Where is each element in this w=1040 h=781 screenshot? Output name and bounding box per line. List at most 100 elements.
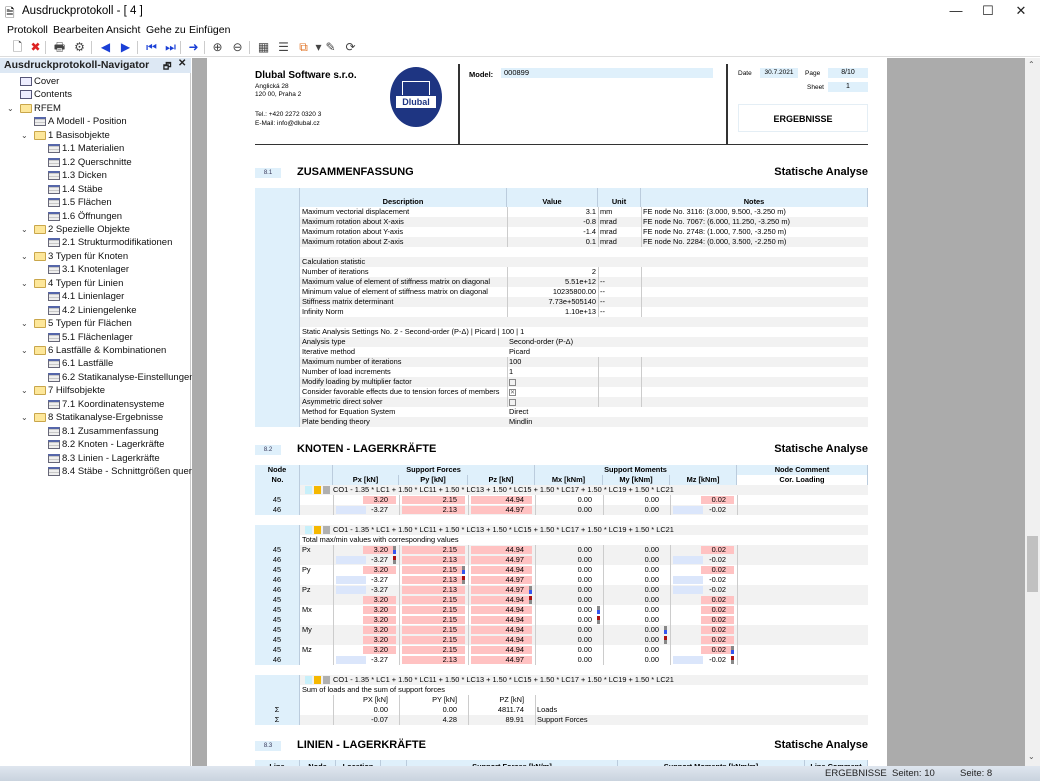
checkbox-unchecked[interactable]: [509, 378, 516, 386]
nav-item-rfem[interactable]: ⌄ RFEM: [0, 102, 190, 115]
new-page-icon[interactable]: 🗋: [12, 40, 23, 54]
nav-item-1-5-fl-chen[interactable]: 1.5 Flächen: [0, 196, 190, 209]
nav-item-1-1-materialien[interactable]: 1.1 Materialien: [0, 142, 190, 155]
refresh-icon[interactable]: ⟳: [345, 40, 356, 54]
nav-item-label: A Modell - Position: [48, 116, 127, 128]
divider: [535, 595, 536, 605]
nav-item-1-basisobjekte[interactable]: ⌄ 1 Basisobjekte: [0, 129, 190, 142]
nav-item-6-1-lastf-lle[interactable]: 6.1 Lastfälle: [0, 357, 190, 370]
divider: [399, 715, 400, 725]
chevron-down-icon[interactable]: ⌄: [21, 386, 28, 396]
chevron-down-icon[interactable]: ⌄: [21, 346, 28, 355]
row-header-cell: [255, 327, 300, 337]
nav-item-1-4-st-be[interactable]: 1.4 Stäbe: [0, 183, 190, 196]
nav-item-8-1-zusammenfassung[interactable]: 8.1 Zusammenfassung: [0, 425, 190, 438]
last-page-icon[interactable]: ⏭: [165, 40, 176, 54]
table-row: [255, 247, 868, 257]
checkbox[interactable]: [507, 377, 547, 387]
menu-bearbeiten[interactable]: Bearbeiten: [53, 24, 104, 36]
menu-einfuegen[interactable]: Einfügen: [189, 24, 231, 36]
delete-page-icon[interactable]: ✖: [30, 40, 41, 54]
row-header-cell: [255, 217, 300, 227]
positive-value-bar: [470, 606, 533, 614]
positive-value-bar: [470, 626, 533, 634]
nav-item-1-6-ffnungen[interactable]: 1.6 Öffnungen: [0, 210, 190, 223]
checkbox-unchecked[interactable]: [509, 398, 516, 406]
nav-item-3-typen-f-r-knoten[interactable]: ⌄ 3 Typen für Knoten: [0, 250, 190, 263]
table-row: 46 -3.27 2.13 44.97 0.00 0.00 -0.02: [255, 655, 868, 665]
value-cell: 2.15: [442, 625, 457, 634]
menu-ansicht[interactable]: Ansicht: [106, 24, 141, 36]
menu-protokoll[interactable]: Protokoll: [7, 24, 48, 36]
close-panel-icon[interactable]: ✕: [178, 58, 187, 69]
max-marker-icon: [393, 546, 396, 554]
nav-item-contents[interactable]: Contents: [0, 88, 190, 101]
checkbox-checked[interactable]: ✕: [509, 388, 516, 396]
description-cell: Minimum value of element of stiffness ma…: [302, 287, 488, 296]
nav-item-4-2-liniengelenke[interactable]: 4.2 Liniengelenke: [0, 304, 190, 317]
close-button[interactable]: ✕: [1015, 3, 1027, 18]
positive-value-bar: [401, 556, 466, 564]
nav-item-4-1-linienlager[interactable]: 4.1 Linienlager: [0, 290, 190, 303]
nav-item-a-modell-position[interactable]: A Modell - Position: [0, 115, 190, 128]
float-icon[interactable]: 🗗: [163, 61, 172, 71]
menu-gehe-zu[interactable]: Gehe zu: [146, 24, 186, 36]
zoom-out-icon[interactable]: ⊖: [232, 40, 243, 54]
nav-item-4-typen-f-r-linien[interactable]: ⌄ 4 Typen für Linien: [0, 277, 190, 290]
chevron-down-icon[interactable]: ⌄: [21, 224, 28, 234]
table-row: PX [kN] PY [kN] PZ [kN]: [255, 695, 868, 705]
nav-item-2-1-strukturmodifikationen[interactable]: 2.1 Strukturmodifikationen: [0, 236, 190, 249]
page-layout-icon[interactable]: ▦: [257, 40, 270, 54]
previous-icon[interactable]: ◀: [100, 40, 111, 54]
chevron-down-icon[interactable]: ⌄: [21, 319, 28, 329]
dropdown-icon[interactable]: ▾: [315, 40, 322, 54]
nav-item-2-spezielle-objekte[interactable]: ⌄ 2 Spezielle Objekte: [0, 223, 190, 236]
minimize-button[interactable]: —: [949, 3, 963, 18]
checkbox[interactable]: ✕: [507, 387, 547, 397]
scroll-up-icon[interactable]: ⌃: [1028, 60, 1035, 69]
header-icon[interactable]: ☰: [278, 40, 289, 54]
print-settings-icon[interactable]: ⚙: [74, 40, 85, 54]
scroll-down-icon[interactable]: ⌄: [1028, 752, 1035, 761]
nav-item-cover[interactable]: Cover: [0, 75, 190, 88]
chevron-down-icon[interactable]: ⌄: [21, 130, 28, 140]
nav-item-7-hilfsobjekte[interactable]: ⌄ 7 Hilfsobjekte: [0, 384, 190, 397]
divider: [333, 645, 334, 655]
divider: [670, 585, 671, 595]
edit-icon[interactable]: ✎: [325, 40, 336, 54]
nav-item-3-1-knotenlager[interactable]: 3.1 Knotenlager: [0, 263, 190, 276]
nav-item-1-2-querschnitte[interactable]: 1.2 Querschnitte: [0, 156, 190, 169]
nav-item-7-1-koordinatensysteme[interactable]: 7.1 Koordinatensysteme: [0, 398, 190, 411]
export-icon[interactable]: ⧉: [299, 40, 308, 54]
nav-item-8-3-linien-lagerkr-fte[interactable]: 8.3 Linien - Lagerkräfte: [0, 452, 190, 465]
chevron-down-icon[interactable]: ⌄: [7, 103, 14, 113]
nav-item-5-1-fl-chenlager[interactable]: 5.1 Flächenlager: [0, 331, 190, 344]
nav-item-8-statikanalyse-ergebnisse[interactable]: ⌄ 8 Statikanalyse-Ergebnisse: [0, 411, 190, 424]
next-icon[interactable]: ▶: [120, 40, 131, 54]
nav-item-8-2-knoten-lagerkr-fte[interactable]: 8.2 Knoten - Lagerkräfte: [0, 438, 190, 451]
chevron-down-icon[interactable]: ⌄: [21, 278, 28, 288]
value-cell: -3.27: [371, 555, 388, 564]
value-cell: 44.97: [505, 505, 525, 514]
vertical-scrollbar[interactable]: ⌃ ⌄: [1025, 58, 1040, 766]
print-icon[interactable]: 🖶: [53, 40, 66, 54]
chevron-down-icon[interactable]: ⌄: [21, 413, 28, 423]
combination-row: CO1 - 1.35 * LC1 + 1.50 * LC11 + 1.50 * …: [255, 675, 868, 685]
nav-item-6-lastf-lle-kombinationen[interactable]: ⌄ 6 Lastfälle & Kombinationen: [0, 344, 190, 357]
nav-item-6-2-statikanalyse-einstellungen[interactable]: 6.2 Statikanalyse-Einstellungen: [0, 371, 195, 384]
nav-item-label: 4 Typen für Linien: [48, 277, 124, 289]
max-marker-icon: [731, 646, 734, 654]
chevron-down-icon[interactable]: ⌄: [21, 251, 28, 261]
checkbox[interactable]: [507, 397, 547, 407]
unit-cell: mrad: [600, 217, 617, 226]
nav-item-5-typen-f-r-fl-chen[interactable]: ⌄ 5 Typen für Flächen: [0, 317, 190, 330]
nav-item-8-4-st-be-schnittgr-en-quersc-[interactable]: 8.4 Stäbe - Schnittgrößen quersc...: [0, 465, 209, 478]
table-row: 45 Px 3.20 2.15 44.94 0.00 0.00 0.02: [255, 545, 868, 555]
zoom-in-icon[interactable]: ⊕: [212, 40, 223, 54]
nav-item-1-3-dicken[interactable]: 1.3 Dicken: [0, 169, 190, 182]
first-page-icon[interactable]: ⏮: [146, 40, 157, 54]
max-marker-icon: [597, 606, 600, 614]
maximize-button[interactable]: ☐: [982, 3, 994, 18]
go-to-page-icon[interactable]: ➜: [188, 40, 199, 54]
scrollbar-thumb[interactable]: [1027, 536, 1038, 592]
